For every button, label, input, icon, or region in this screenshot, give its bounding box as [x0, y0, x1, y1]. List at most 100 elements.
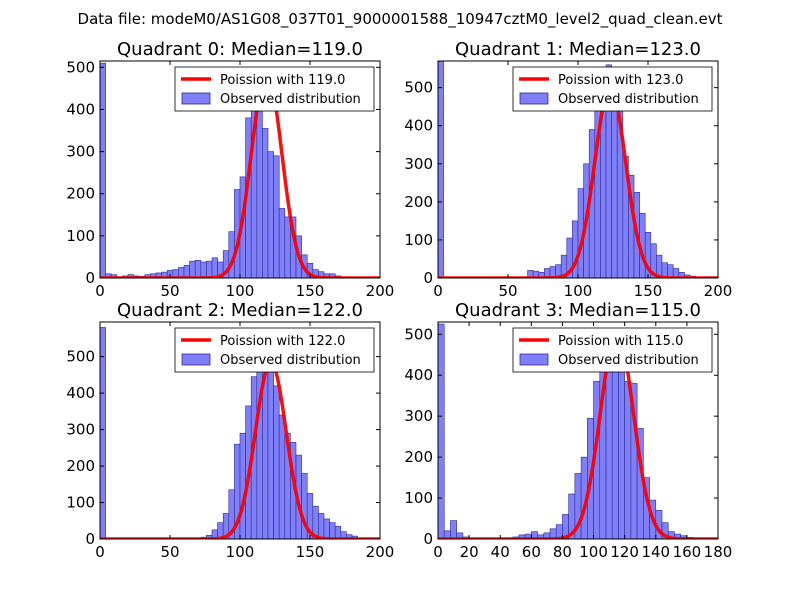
x-tick-label: 150	[634, 282, 663, 300]
y-tick-label: 300	[66, 143, 95, 161]
x-tick-label: 20	[460, 543, 479, 561]
quadrant-panel-0: Quadrant 0: Median=119.0 0 50 100 150 200 0 100…	[66, 39, 394, 300]
histogram-bar	[211, 257, 218, 278]
poisson-curve	[438, 330, 718, 539]
y-tick-label: 100	[66, 227, 95, 245]
y-tick-label: 200	[404, 448, 433, 466]
x-tick-label: 100	[579, 543, 608, 561]
y-tick-label: 300	[66, 421, 95, 439]
y-tick-label: 0	[85, 269, 95, 287]
histogram-bar	[667, 264, 674, 278]
histogram-bar	[267, 370, 274, 539]
histogram-bar	[278, 414, 286, 539]
histogram-bar	[273, 385, 280, 539]
panel-title: Quadrant 2: Median=122.0	[117, 300, 363, 321]
y-tick-label: 500	[66, 348, 95, 366]
legend-bar-label: Observed distribution	[220, 92, 361, 107]
legend-line-label: Poission with 119.0	[220, 73, 345, 88]
x-tick-label: 200	[366, 282, 395, 300]
x-tick-label: 150	[296, 543, 325, 561]
histogram-bar	[438, 61, 444, 278]
x-tick-label: 0	[433, 543, 443, 561]
y-tick-label: 300	[404, 407, 433, 425]
legend-bar-label: Observed distribution	[220, 353, 361, 368]
histogram-bar	[438, 323, 445, 539]
x-tick-label: 200	[704, 282, 733, 300]
x-tick-label: 160	[673, 543, 702, 561]
y-tick-label: 0	[85, 530, 95, 548]
legend-line-label: Poission with 122.0	[220, 334, 345, 349]
histogram-bar	[456, 532, 464, 539]
x-tick-label: 50	[498, 282, 517, 300]
panel-title: Quadrant 3: Median=115.0	[455, 300, 701, 321]
histogram-bar	[273, 155, 280, 278]
x-tick-label: 0	[95, 543, 105, 561]
quadrant-panel-2: Quadrant 2: Median=122.0 0 50 100 150 200 0 100…	[66, 300, 394, 561]
x-tick-label: 0	[433, 282, 443, 300]
x-tick-label: 150	[296, 282, 325, 300]
y-tick-label: 100	[404, 231, 433, 249]
x-tick-label: 120	[610, 543, 639, 561]
legend: Poission with 119.0 Observed distribution	[174, 66, 375, 112]
histogram-bar	[450, 520, 457, 539]
histogram-bar	[206, 260, 213, 278]
histogram-bar	[239, 432, 246, 539]
x-tick-label: 140	[641, 543, 670, 561]
histogram-bar	[256, 104, 263, 278]
histogram-bar	[194, 260, 202, 278]
plot-area	[438, 323, 718, 539]
histogram-bar	[189, 260, 196, 278]
legend-line-label: Poission with 115.0	[558, 334, 683, 349]
histogram-bar	[100, 62, 106, 278]
histogram-bar	[624, 381, 632, 539]
histogram-bar	[323, 518, 330, 539]
y-tick-label: 200	[66, 457, 95, 475]
poisson-curve	[100, 70, 380, 278]
legend-bar-swatch	[519, 353, 549, 366]
x-tick-label: 50	[160, 282, 179, 300]
x-tick-label: 40	[491, 543, 510, 561]
histogram-bar	[611, 94, 618, 278]
y-tick-label: 300	[404, 155, 433, 173]
histogram-bar	[318, 513, 325, 539]
y-tick-label: 100	[404, 489, 433, 507]
y-tick-label: 400	[404, 366, 433, 384]
y-tick-label: 400	[66, 100, 95, 118]
x-tick-label: 200	[366, 543, 395, 561]
y-tick-label: 100	[66, 494, 95, 512]
plot-area	[100, 327, 380, 539]
histogram-bar	[200, 261, 207, 278]
y-tick-label: 500	[404, 79, 433, 97]
y-tick-label: 500	[66, 58, 95, 76]
legend-bar-label: Observed distribution	[558, 353, 699, 368]
y-tick-label: 400	[404, 117, 433, 135]
quadrant-panel-3: Quadrant 3: Median=115.00 20 40 60 80 100 120 1…	[404, 300, 732, 561]
histogram-bar	[100, 327, 106, 539]
panels: Quadrant 0: Median=119.00 50 100 150 2000100…	[66, 39, 732, 561]
histogram-bar	[329, 522, 336, 539]
plot-area	[100, 62, 380, 278]
legend-bar-swatch	[519, 92, 549, 105]
histogram-bar	[278, 208, 286, 278]
histogram-bar	[262, 128, 269, 278]
x-tick-label: 100	[226, 543, 255, 561]
legend-box	[512, 66, 713, 112]
panel-title: Quadrant 1: Median=123.0	[455, 39, 701, 60]
histogram-bar	[618, 356, 625, 539]
x-tick-label: 50	[160, 543, 179, 561]
histogram-bar	[256, 349, 263, 539]
x-tick-label: 60	[522, 543, 541, 561]
y-tick-label: 0	[423, 269, 433, 287]
legend: Poission with 122.0 Observed distribution	[174, 327, 375, 373]
quadrant-panel-1: Quadrant 1: Median=123.0 0 50 100 150 200 0 100…	[404, 39, 732, 300]
panel-title: Quadrant 0: Median=119.0	[117, 39, 363, 60]
legend-bar-label: Observed distribution	[558, 92, 699, 107]
legend: Poission with 115.0 Observed distribution	[512, 327, 713, 373]
y-tick-label: 200	[404, 193, 433, 211]
x-tick-label: 80	[553, 543, 572, 561]
x-tick-label: 0	[95, 282, 105, 300]
axes-frame	[437, 321, 719, 540]
x-tick-label: 100	[226, 282, 255, 300]
figure-suptitle: Data file: modeM0/AS1G08_037T01_90000015…	[78, 10, 723, 29]
